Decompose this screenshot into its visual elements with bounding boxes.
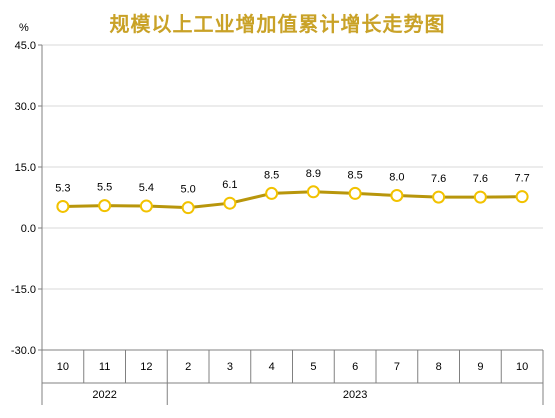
data-point [515,190,529,204]
data-label: 8.0 [389,171,404,183]
data-label: 7.6 [473,173,488,185]
x-tick-label: 2 [185,361,191,373]
data-label: 8.5 [264,169,279,181]
year-group-label: 2022 [92,389,116,401]
series-markers [56,185,529,215]
x-tick-label: 8 [436,361,442,373]
x-tick-label: 3 [227,361,233,373]
y-tick-label: -30.0 [11,345,36,357]
y-tick-label: 30.0 [15,101,36,113]
x-tick-label: 10 [516,361,528,373]
x-tick-label: 11 [99,361,110,373]
x-tick-label: 10 [57,361,69,373]
data-point [265,186,279,200]
y-tick-labels: 45.0 30.0 15.0 0.0 -15.0 -30.0 [11,40,36,357]
y-tick-label: 45.0 [15,40,36,52]
data-point [181,201,195,215]
data-labels: 5.3 5.5 5.4 5.0 6.1 8.5 8.9 8.5 8.0 7.6 7.6 7.7 [55,168,530,196]
data-point [390,188,404,202]
x-tick-label: 7 [394,361,400,373]
data-label: 5.4 [139,182,154,194]
data-point [56,199,70,213]
data-point [139,199,153,213]
x-tick-labels: 10 11 12 2 3 4 5 6 7 8 9 10 2022 2023 [57,361,529,401]
y-axis-unit-label: % [19,22,29,34]
y-tick-label: 15.0 [15,162,36,174]
data-label: 5.5 [97,182,112,194]
data-point [98,199,112,213]
y-tick-label: -15.0 [11,284,36,296]
data-label: 5.0 [180,184,195,196]
data-point [473,190,487,204]
x-tick-label: 6 [352,361,358,373]
data-point [348,186,362,200]
data-point [306,185,320,199]
year-group-label: 2023 [343,389,367,401]
data-label: 6.1 [222,179,237,191]
axes [38,44,544,405]
data-label: 7.7 [514,173,529,185]
x-tick-label: 9 [477,361,483,373]
data-label: 8.5 [347,169,362,181]
data-label: 7.6 [431,173,446,185]
data-label: 5.3 [55,182,70,194]
data-label: 8.9 [306,168,321,180]
series-line [62,190,523,210]
x-tick-label: 12 [140,361,152,373]
series-line [62,190,523,210]
chart-title: 规模以上工业增加值累计增长走势图 [109,12,446,36]
y-tick-label: 0.0 [21,223,36,235]
x-tick-label: 5 [310,361,316,373]
data-point [223,196,237,210]
x-tick-label: 4 [269,361,275,373]
data-point [432,190,446,204]
